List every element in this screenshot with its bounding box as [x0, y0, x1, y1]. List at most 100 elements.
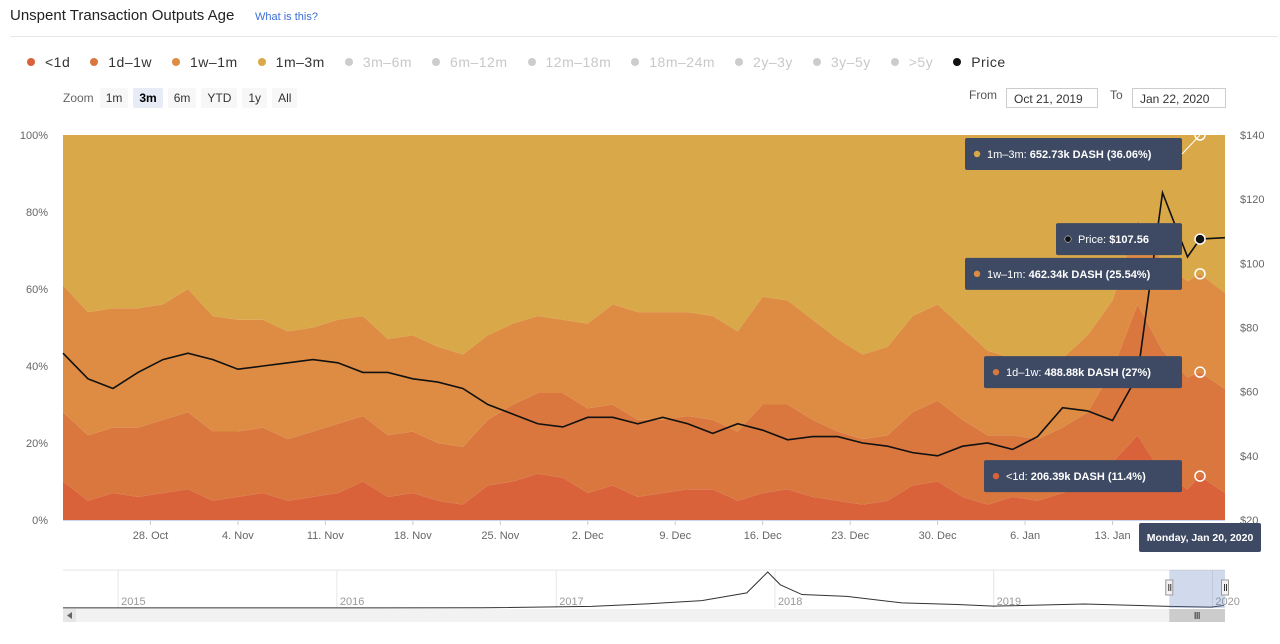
navigator-year-label: 2020: [1215, 596, 1239, 608]
range-from-input[interactable]: Oct 21, 2019: [1006, 88, 1098, 108]
legend-marker-icon: [257, 58, 266, 66]
tooltip-Price: Price: $107.56: [1056, 223, 1183, 256]
zoom-label: Zoom: [63, 91, 94, 105]
y-tick-left: 40%: [26, 361, 48, 373]
legend-marker-icon: [631, 58, 640, 66]
y-tick-right: $120: [1240, 194, 1264, 206]
tooltip-box: [1056, 223, 1183, 256]
area-series-0: [63, 435, 1225, 520]
legend-label: >5y: [908, 54, 934, 70]
tooltip-dot-icon: [973, 270, 981, 278]
legend-label: 1m–3m: [275, 54, 325, 70]
tooltip-dot-icon: [992, 472, 1000, 480]
zoom-button-all[interactable]: All: [272, 88, 298, 108]
price-line: [62, 189, 1226, 457]
legend-item-0[interactable]: <1d: [27, 54, 70, 70]
legend: <1d 1d–1w 1w–1m 1m–3m 3m–6m 6m–12m 12m–18m 18m–…: [27, 53, 1026, 71]
navigator-year-label: 2016: [340, 596, 364, 608]
legend-marker-icon: [344, 58, 353, 66]
zoom-button-6m[interactable]: 6m: [167, 88, 197, 108]
navigator-selection[interactable]: [1169, 570, 1225, 608]
x-tick-label: 11. Nov: [307, 530, 345, 542]
legend-marker-icon: [432, 58, 441, 66]
legend-label: 12m–18m: [545, 54, 612, 70]
tooltip-dot-icon: [973, 150, 981, 158]
what-is-this-link[interactable]: What is this?: [255, 11, 318, 23]
tooltip-dot-icon: [1064, 235, 1072, 243]
legend-item-7[interactable]: 18m–24m: [631, 54, 715, 70]
legend-label: Price: [971, 54, 1006, 70]
scrollbar-track[interactable]: [63, 609, 1225, 622]
hover-marker: [1194, 268, 1206, 280]
legend-label: 3m–6m: [362, 54, 413, 70]
range-from-label: From: [969, 88, 997, 102]
legend-marker-icon: [890, 58, 899, 66]
x-tick-label: 6. Jan: [1010, 530, 1040, 542]
x-tick-label: 2. Dec: [572, 530, 604, 542]
legend-item-3[interactable]: 1m–3m: [257, 54, 325, 70]
x-tick-label: 4. Nov: [222, 530, 254, 542]
navigator-year-label: 2019: [997, 596, 1021, 608]
legend-item-8[interactable]: 2y–3y: [735, 54, 793, 70]
legend-item-9[interactable]: 3y–5y: [812, 54, 871, 70]
tooltip-box: [984, 460, 1183, 493]
zoom-button-1y[interactable]: 1y: [242, 88, 268, 108]
header-divider: [10, 36, 1278, 37]
tooltip-text: 1d–1w: 488.88k DASH (27%): [1006, 367, 1151, 379]
x-tick-label: 18. Nov: [394, 530, 432, 542]
legend-label: 6m–12m: [450, 54, 508, 70]
legend-marker-icon: [812, 58, 821, 66]
tooltip-box: [965, 257, 1183, 290]
legend-item-6[interactable]: 12m–18m: [527, 54, 612, 70]
area-series-3: [63, 135, 1225, 370]
legend-item-2[interactable]: 1w–1m: [172, 54, 238, 70]
tooltip-text: 1m–3m: 652.73k DASH (36.06%): [987, 149, 1152, 161]
hover-marker-price: [1194, 233, 1206, 245]
legend-label: 2y–3y: [753, 54, 793, 70]
zoom-controls: Zoom 1m 3m 6m YTD 1y All: [63, 88, 302, 108]
legend-label: 1w–1m: [190, 54, 238, 70]
navigator-year-label: 2015: [121, 596, 145, 608]
y-tick-left: 20%: [26, 438, 48, 450]
y-tick-right: $100: [1240, 258, 1264, 270]
range-to-input[interactable]: Jan 22, 2020: [1132, 88, 1226, 108]
tooltip-text: <1d: 206.39k DASH (11.4%): [1006, 471, 1146, 483]
legend-item-1[interactable]: 1d–1w: [90, 54, 152, 70]
y-tick-left: 0%: [32, 515, 48, 527]
x-tick-label: 16. Dec: [744, 530, 782, 542]
x-tick-label: 23. Dec: [831, 530, 869, 542]
hover-marker: [1194, 366, 1206, 378]
legend-label: 18m–24m: [649, 54, 716, 70]
tooltip-dot-icon: [992, 368, 1000, 376]
y-tick-right: $40: [1240, 451, 1258, 463]
area-series-1: [63, 304, 1225, 505]
zoom-button-1m[interactable]: 1m: [99, 88, 129, 108]
legend-marker-icon: [90, 58, 99, 66]
y-tick-right: $60: [1240, 387, 1258, 399]
y-tick-left: 100%: [20, 130, 48, 142]
x-tick-label: 13. Jan: [1095, 530, 1131, 542]
chart-title: Unspent Transaction Outputs Age: [10, 7, 235, 24]
tooltip-text: Price: $107.56: [1078, 234, 1149, 246]
legend-item-5[interactable]: 6m–12m: [432, 54, 507, 70]
area-series-2: [63, 219, 1225, 447]
legend-marker-icon: [953, 58, 962, 66]
y-tick-left: 80%: [26, 207, 48, 219]
tooltip-box: [984, 356, 1183, 389]
zoom-button-3m[interactable]: 3m: [133, 88, 163, 108]
y-tick-right: $80: [1240, 323, 1258, 335]
range-to-label: To: [1110, 88, 1123, 102]
hover-date-box: [1139, 523, 1262, 552]
legend-label: 1d–1w: [108, 54, 153, 70]
y-tick-right: $140: [1240, 130, 1264, 142]
zoom-button-ytd[interactable]: YTD: [201, 88, 238, 108]
tooltip-text: 1w–1m: 462.34k DASH (25.54%): [987, 269, 1151, 281]
legend-item-10[interactable]: >5y: [890, 54, 934, 70]
hover-marker: [1194, 129, 1206, 141]
chevron-left-icon: [67, 612, 72, 619]
tooltip-1d: <1d: 206.39k DASH (11.4%): [984, 460, 1183, 493]
legend-item-11[interactable]: Price: [953, 54, 1005, 70]
legend-item-4[interactable]: 3m–6m: [344, 54, 413, 70]
legend-label: 3y–5y: [830, 54, 871, 70]
